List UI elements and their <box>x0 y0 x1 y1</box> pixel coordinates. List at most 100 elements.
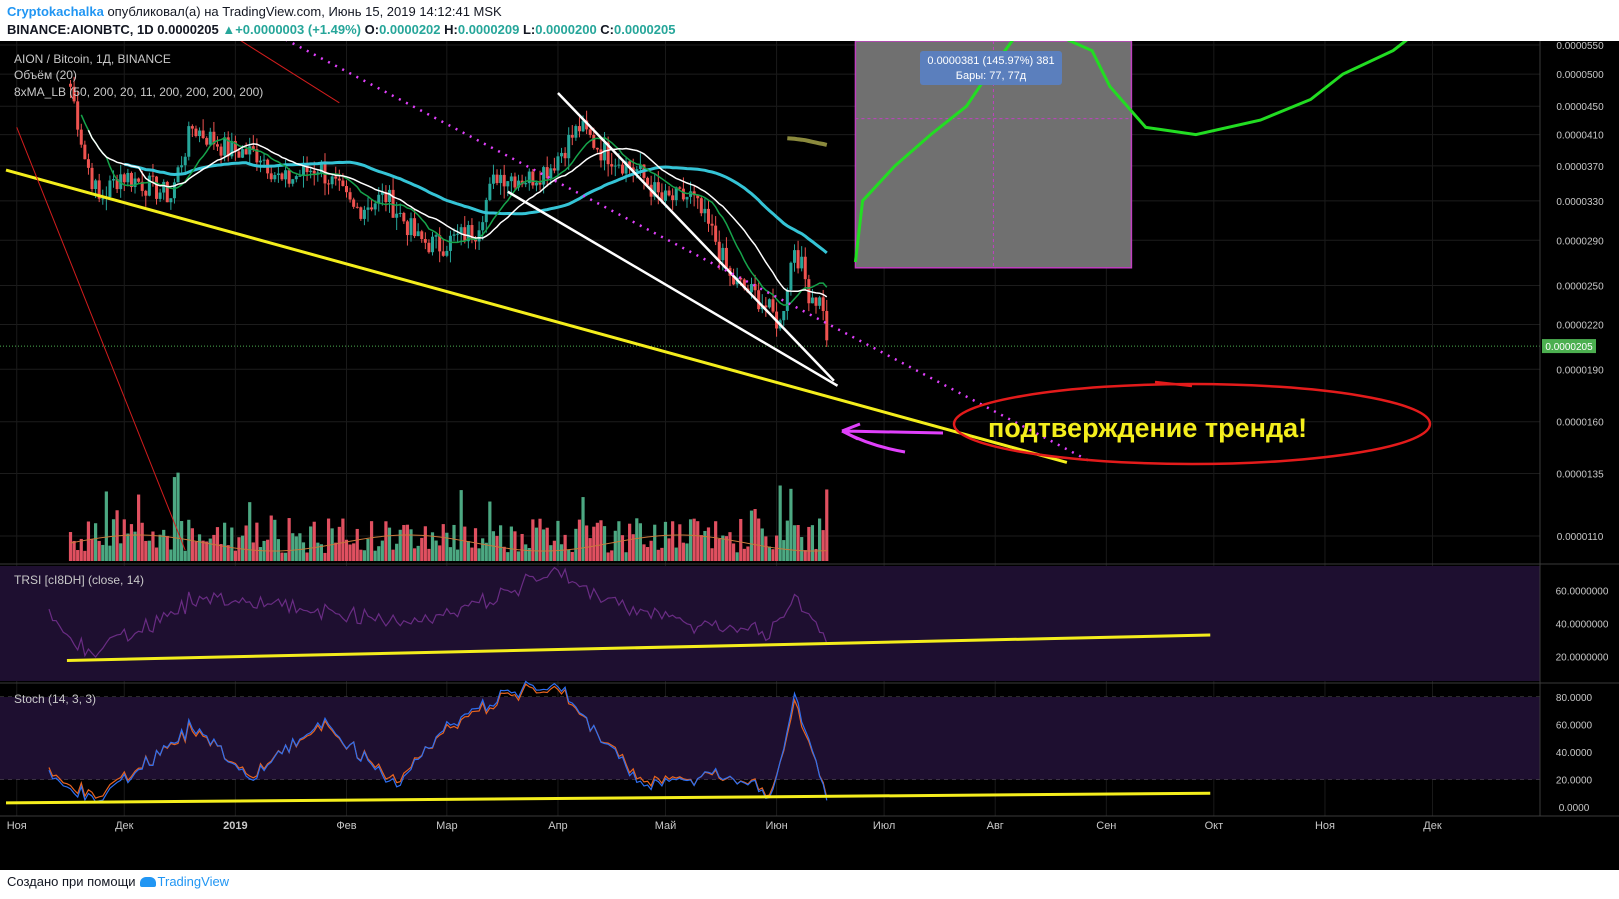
volume-bar <box>405 524 410 561</box>
volume-bar <box>108 545 112 561</box>
chart-canvas[interactable]: 0.0000550 0.0000500 0.0000450 0.0000410 0.00… <box>0 41 1619 870</box>
volume-bar <box>215 527 220 561</box>
candle-body <box>739 277 743 280</box>
volume-bar <box>391 549 395 561</box>
volume-bar <box>398 529 402 561</box>
up-arrow-icon: ▲ <box>222 22 236 37</box>
candle-body <box>144 190 148 196</box>
volume-bar <box>502 546 506 561</box>
volume-bar <box>674 547 678 561</box>
volume-bar <box>588 538 592 561</box>
candle-body <box>291 179 295 184</box>
candle-body <box>545 167 549 179</box>
candle-body <box>653 182 657 197</box>
price-tick-label: 0.0000160 <box>1556 418 1604 429</box>
volume-bar <box>527 548 531 561</box>
volume-bar <box>516 551 521 561</box>
time-tick-label: Апр <box>548 820 567 832</box>
volume-bar <box>785 520 789 561</box>
candle-body <box>97 180 101 199</box>
volume-bar <box>312 521 316 561</box>
volume-bar <box>531 519 535 561</box>
candle-body <box>445 250 449 256</box>
measure-bars: Бары: 77, 77д <box>956 70 1027 82</box>
volume-bar <box>606 552 610 561</box>
volume-bar <box>771 549 775 561</box>
volume-bar <box>800 537 804 561</box>
volume-bar <box>319 544 324 561</box>
volume-bar <box>506 552 510 561</box>
candle-body <box>241 149 245 158</box>
candle-body <box>563 152 567 159</box>
volume-bar <box>459 490 463 561</box>
candle-body <box>509 176 513 182</box>
candle-body <box>606 142 610 165</box>
volume-bar <box>549 545 553 561</box>
candle-body <box>793 250 797 263</box>
volume-bar <box>348 544 352 561</box>
volume-bar <box>746 546 750 561</box>
candle-body <box>678 187 682 189</box>
candle-body <box>452 234 456 236</box>
candle-body <box>574 126 578 138</box>
volume-bar <box>703 530 707 561</box>
time-tick-label: Фев <box>336 820 356 832</box>
footer: Создано при помощи TradingView <box>7 874 229 889</box>
candle-body <box>362 209 366 219</box>
candle-body <box>158 192 162 199</box>
stoch-trendline <box>5 791 1211 805</box>
candle-body <box>305 164 309 173</box>
volume-bar <box>817 518 822 561</box>
candle-body <box>147 175 151 196</box>
time-tick-label: Май <box>655 820 677 832</box>
time-tick-label: Мар <box>436 820 458 832</box>
low-value: 0.0000200 <box>535 22 597 37</box>
volume-bar <box>484 542 488 561</box>
candle-body <box>201 130 205 139</box>
candle-body <box>287 170 291 184</box>
volume-bar <box>169 549 173 561</box>
candle-body <box>427 242 431 253</box>
volume-bar <box>470 547 474 561</box>
volume-bar <box>101 544 105 561</box>
volume-bar <box>520 533 524 561</box>
price-tick-label: 0.0000190 <box>1556 365 1604 376</box>
volume-bar <box>129 524 134 561</box>
candle-body <box>183 156 187 166</box>
candle-body <box>581 120 585 132</box>
volume-bar <box>76 550 80 561</box>
time-tick-label: Июн <box>765 820 787 832</box>
stoch-k-line <box>48 680 828 803</box>
candle-body <box>814 297 818 306</box>
volume-bar <box>83 550 87 561</box>
candle-body <box>441 251 445 256</box>
candle-body <box>405 221 409 236</box>
tradingview-link[interactable]: TradingView <box>157 874 230 889</box>
volume-bar <box>645 547 650 561</box>
volume-bar <box>183 550 187 561</box>
candle-body <box>710 223 714 226</box>
volume-bar <box>251 542 255 561</box>
volume-bar <box>613 530 617 561</box>
volume-bar <box>316 542 320 561</box>
time-tick-label: Сен <box>1096 820 1116 832</box>
volume-bar <box>678 524 682 561</box>
candle-body <box>620 164 624 174</box>
volume-bar <box>814 548 818 561</box>
candle-body <box>484 199 488 223</box>
candle-body <box>782 310 786 321</box>
candle-body <box>251 146 255 150</box>
volume-bar <box>266 539 270 561</box>
candle-body <box>348 192 352 200</box>
volume-bar <box>294 536 298 561</box>
candle-body <box>724 247 728 268</box>
volume-bar <box>807 526 811 561</box>
callout-ellipse-tail <box>1154 380 1193 388</box>
author-link[interactable]: Cryptokachalka <box>7 4 104 19</box>
candle-body <box>327 183 331 185</box>
volume-bar <box>276 539 280 561</box>
candle-body <box>341 180 345 187</box>
candle-body <box>94 180 98 190</box>
candle-body <box>276 173 280 176</box>
candle-body <box>552 168 556 171</box>
